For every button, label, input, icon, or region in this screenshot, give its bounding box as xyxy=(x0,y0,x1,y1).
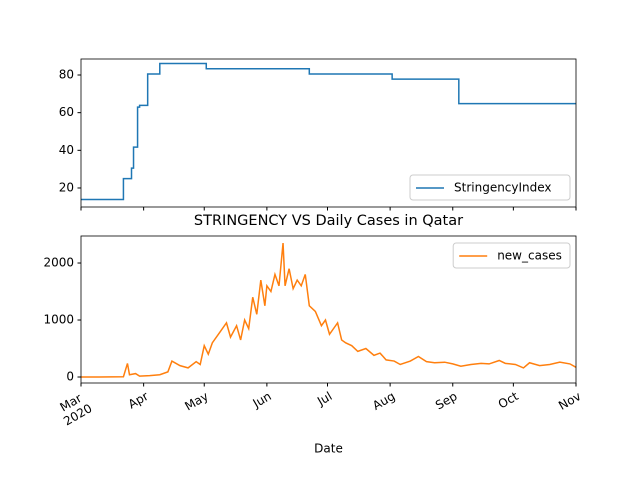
y-tick-label: 0 xyxy=(66,370,74,384)
legend-box xyxy=(409,174,571,201)
legend-label: new_cases xyxy=(497,249,562,263)
y-tick-label: 20 xyxy=(59,180,74,194)
axes-frame xyxy=(80,235,577,384)
y-tick-label: 1000 xyxy=(43,313,74,327)
y-tick-label: 60 xyxy=(59,105,74,119)
chart-title: STRINGENCY VS Daily Cases in Qatar xyxy=(194,213,463,229)
y-tick-label: 40 xyxy=(59,143,74,157)
series-line xyxy=(81,62,576,201)
legend-label: StringencyIndex xyxy=(454,181,552,195)
y-tick-label: 80 xyxy=(59,68,74,82)
axes-frame xyxy=(80,58,577,208)
y-tick-label: 2000 xyxy=(43,256,74,270)
x-axis-label: Date xyxy=(314,442,343,456)
series-line xyxy=(81,242,577,378)
legend-box xyxy=(452,242,571,269)
